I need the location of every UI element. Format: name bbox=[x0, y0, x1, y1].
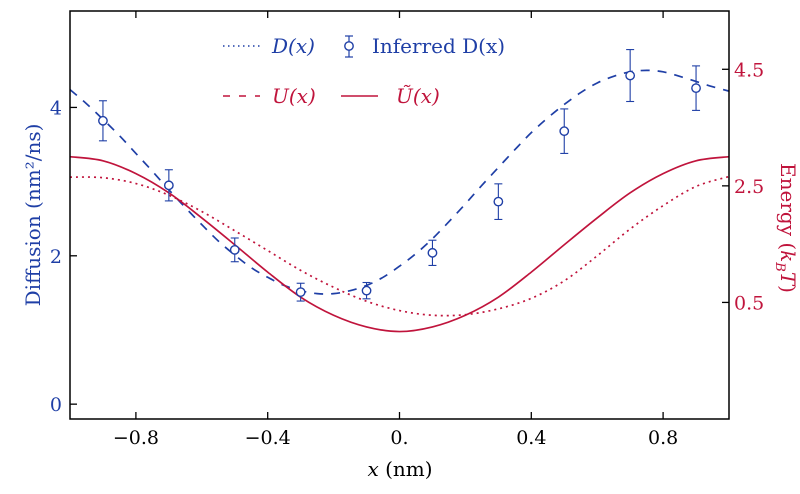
x-tick-label-3: 0.4 bbox=[516, 427, 546, 449]
x-axis-label-var: x bbox=[367, 457, 378, 481]
x-axis-label: x (nm) bbox=[367, 457, 432, 481]
legend-U-tilde-label: Ũ(x) bbox=[396, 84, 440, 108]
y-right-tick-label-2: 4.5 bbox=[734, 59, 764, 81]
data-point-8 bbox=[625, 70, 636, 81]
x-tick-label-4: 0.8 bbox=[648, 427, 678, 449]
axis-ticks: −0.8 −0.4 0. 0.4 0.8 0 2 4 0.5 2.5 4.5 bbox=[50, 11, 764, 449]
legend: D(x) Inferred D(x) U(x) Ũ(x) bbox=[223, 34, 505, 108]
x-tick-label-0: −0.8 bbox=[113, 427, 159, 449]
data-point-5 bbox=[427, 247, 438, 258]
y-axis-right-label-k: k bbox=[776, 250, 800, 262]
data-point-9 bbox=[691, 83, 701, 94]
y-left-tick-label-2: 4 bbox=[50, 97, 62, 119]
legend-D-points-label: Inferred D(x) bbox=[372, 34, 505, 58]
plot-points bbox=[98, 49, 701, 302]
data-point-2 bbox=[229, 244, 240, 255]
y-right-tick-label-0: 0.5 bbox=[734, 292, 764, 314]
plot-curves bbox=[69, 69, 730, 333]
data-point-7 bbox=[559, 126, 570, 137]
data-point-4 bbox=[361, 285, 372, 296]
legend-D-line-label: D(x) bbox=[271, 34, 315, 58]
series-line-2 bbox=[69, 155, 730, 333]
legend-U-line-label: U(x) bbox=[272, 84, 316, 108]
y-right-tick-label-1: 2.5 bbox=[734, 176, 764, 198]
data-point-0 bbox=[98, 115, 108, 126]
x-tick-label-1: −0.4 bbox=[245, 427, 291, 449]
y-axis-right-label: Energy (kBT) bbox=[772, 163, 800, 293]
data-point-3 bbox=[295, 287, 306, 298]
data-point-1 bbox=[163, 180, 174, 191]
x-tick-label-2: 0. bbox=[390, 427, 408, 449]
series-line-0 bbox=[69, 69, 730, 295]
y-left-tick-label-1: 2 bbox=[50, 246, 62, 268]
y-axis-left-label: Diffusion (nm²/ns) bbox=[21, 124, 45, 307]
y-axis-right-label-suffix: ) bbox=[776, 285, 800, 293]
x-axis-label-unit: (nm) bbox=[379, 457, 433, 481]
series-line-1 bbox=[69, 175, 730, 317]
y-axis-right-label-prefix: Energy ( bbox=[776, 163, 800, 250]
y-axis-right-label-sub: B bbox=[772, 261, 787, 272]
y-axis-right-label-T: T bbox=[776, 272, 800, 287]
legend-D-points-marker bbox=[344, 41, 354, 51]
data-point-6 bbox=[493, 196, 504, 207]
y-left-tick-label-0: 0 bbox=[50, 394, 62, 416]
